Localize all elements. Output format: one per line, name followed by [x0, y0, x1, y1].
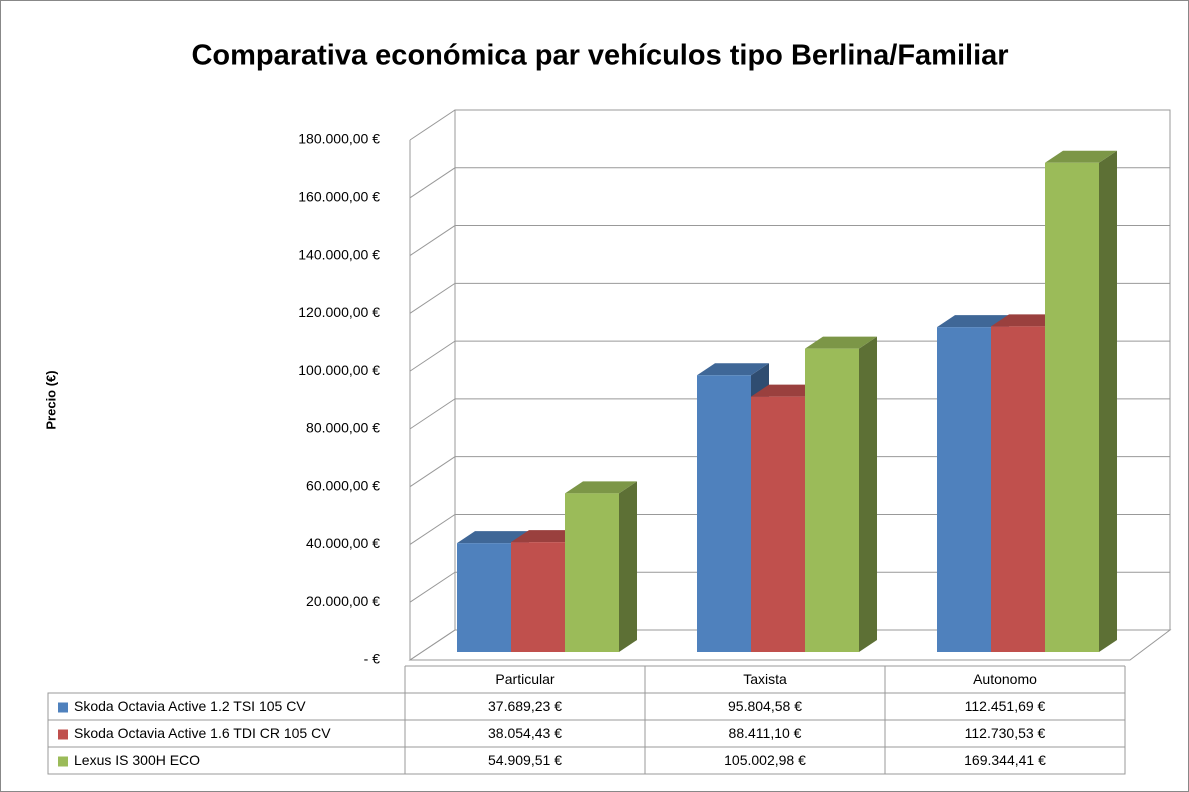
bar-front — [457, 543, 511, 652]
grid-line — [409, 282, 1170, 314]
bar — [1045, 150, 1117, 652]
bar-top — [805, 336, 877, 349]
bar-top — [565, 481, 637, 494]
bar-top — [1045, 150, 1117, 163]
legend-label: Lexus IS 300H ECO — [74, 752, 200, 768]
table-value: 88.411,10 € — [729, 725, 802, 741]
grid-line — [409, 629, 1170, 661]
bar-front — [991, 326, 1045, 652]
y-tick-label: 180.000,00 € — [298, 131, 380, 147]
bar-front — [1045, 162, 1099, 652]
bar-top — [457, 531, 529, 544]
chart-title: Comparativa económica par vehículos tipo… — [191, 40, 1008, 72]
y-tick-label: 120.000,00 € — [298, 304, 380, 320]
y-tick-label: 40.000,00 € — [306, 535, 380, 551]
bar-side — [859, 336, 877, 652]
legend-swatch — [58, 702, 68, 713]
legend-label: Skoda Octavia Active 1.2 TSI 105 CV — [74, 698, 306, 714]
y-tick-label: 140.000,00 € — [298, 246, 380, 262]
bar-top — [697, 363, 769, 376]
bar-side — [619, 481, 637, 652]
bar — [805, 336, 877, 652]
grid-line — [409, 571, 1170, 603]
x-tick-label: Autonomo — [973, 671, 1037, 687]
bar-front — [937, 327, 991, 652]
bar-front — [805, 348, 859, 652]
bar-front — [511, 542, 565, 652]
bar-side — [1099, 150, 1117, 652]
bar — [565, 481, 637, 652]
y-tick-label: 100.000,00 € — [298, 362, 380, 378]
table-value: 37.689,23 € — [488, 698, 562, 714]
grid-line — [409, 340, 1170, 372]
grid-line — [409, 109, 1170, 141]
x-tick-label: Taxista — [743, 671, 787, 687]
bar-front — [751, 396, 805, 652]
legend-label: Skoda Octavia Active 1.6 TDI CR 105 CV — [74, 725, 331, 741]
table-value: 112.730,53 € — [965, 725, 1046, 741]
y-tick-label: 80.000,00 € — [306, 420, 380, 436]
table-value: 105.002,98 € — [724, 752, 806, 768]
y-axis-label: Precio (€) — [43, 370, 58, 429]
table-value: 54.909,51 € — [488, 752, 562, 768]
x-tick-label: Particular — [495, 671, 554, 687]
bar-top — [937, 315, 1009, 328]
table-value: 38.054,43 € — [488, 725, 562, 741]
grid-line — [409, 167, 1170, 199]
grid-line — [409, 456, 1170, 488]
grid-line — [409, 225, 1170, 256]
table-value: 112.451,69 € — [965, 698, 1046, 714]
legend-swatch — [58, 756, 68, 767]
y-tick-label: 160.000,00 € — [298, 188, 380, 204]
bar-front — [697, 375, 751, 652]
legend-swatch — [58, 729, 68, 740]
y-tick-label: 60.000,00 € — [306, 477, 380, 493]
table-value: 169.344,41 € — [964, 752, 1046, 768]
y-tick-label: - € — [364, 651, 381, 667]
grid-line — [409, 398, 1170, 430]
y-tick-label: 20.000,00 € — [306, 593, 380, 609]
grid-line — [409, 513, 1170, 545]
table-value: 95.804,58 € — [728, 698, 802, 714]
bar-front — [565, 493, 619, 652]
